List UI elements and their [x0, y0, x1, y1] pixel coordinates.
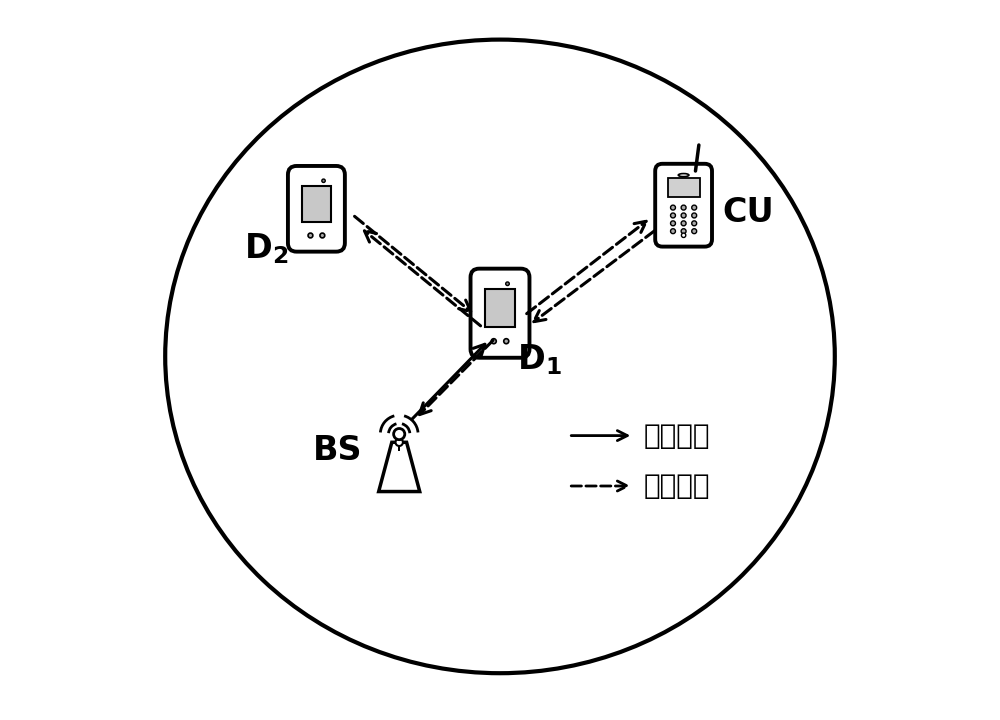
Text: 第一阶段: 第一阶段: [644, 422, 710, 449]
Bar: [485, 289, 515, 327]
Circle shape: [671, 205, 675, 210]
Circle shape: [396, 438, 403, 446]
Bar: [668, 178, 700, 197]
Circle shape: [322, 179, 325, 182]
Text: BS: BS: [313, 433, 363, 467]
Text: $\mathbf{D_1}$: $\mathbf{D_1}$: [517, 343, 562, 377]
Text: $\mathbf{D_2}$: $\mathbf{D_2}$: [244, 231, 288, 266]
Circle shape: [681, 233, 686, 238]
Circle shape: [692, 221, 697, 226]
Circle shape: [681, 221, 686, 226]
Circle shape: [671, 213, 675, 218]
Circle shape: [692, 213, 697, 218]
FancyBboxPatch shape: [655, 164, 712, 246]
Circle shape: [671, 221, 675, 226]
Bar: [398, 434, 400, 451]
Circle shape: [320, 233, 325, 238]
Circle shape: [681, 213, 686, 218]
Circle shape: [681, 205, 686, 210]
FancyBboxPatch shape: [288, 166, 345, 252]
Circle shape: [308, 233, 313, 238]
Circle shape: [692, 229, 697, 234]
Circle shape: [506, 282, 509, 286]
FancyBboxPatch shape: [471, 269, 529, 358]
Circle shape: [394, 428, 405, 440]
Text: 第二阶段: 第二阶段: [644, 472, 710, 500]
Circle shape: [671, 229, 675, 234]
Polygon shape: [379, 442, 420, 492]
Circle shape: [504, 338, 509, 343]
Circle shape: [491, 338, 496, 343]
Circle shape: [681, 229, 686, 234]
Circle shape: [692, 205, 697, 210]
Text: CU: CU: [723, 196, 774, 229]
Ellipse shape: [678, 174, 689, 176]
Bar: [302, 186, 331, 222]
